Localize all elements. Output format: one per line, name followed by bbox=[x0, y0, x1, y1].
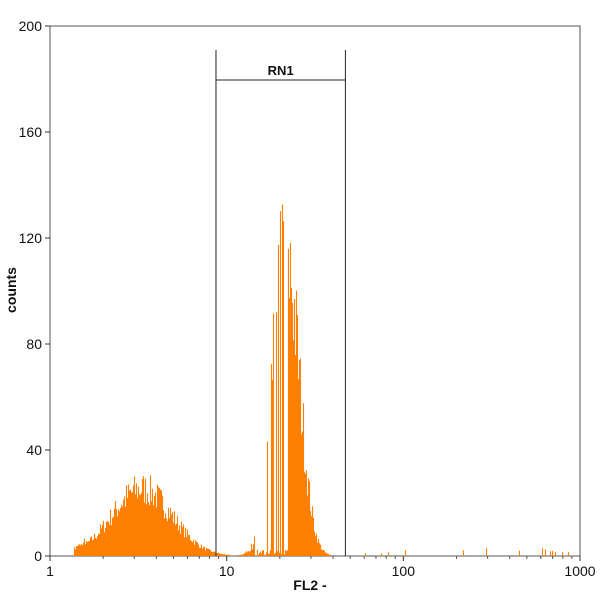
x-axis-label: FL2 - bbox=[293, 577, 327, 593]
y-tick-label: 40 bbox=[26, 442, 42, 458]
gate-markers: RN1 bbox=[215, 50, 346, 556]
x-tick-label: 1000 bbox=[564, 563, 595, 579]
y-tick-label: 80 bbox=[26, 336, 42, 352]
x-axis-ticks: 1 10 100 1000 bbox=[46, 556, 596, 579]
plot-frame bbox=[49, 25, 581, 557]
y-tick-label: 160 bbox=[19, 124, 43, 140]
y-axis-label: counts bbox=[3, 267, 19, 313]
x-tick-label: 1 bbox=[46, 563, 54, 579]
x-tick-label: 10 bbox=[219, 563, 235, 579]
histogram-bars bbox=[73, 204, 570, 556]
histogram-series bbox=[73, 204, 570, 556]
y-tick-label: 200 bbox=[19, 18, 43, 34]
gate-label: RN1 bbox=[268, 63, 294, 78]
y-axis-ticks: 0 40 80 120 160 200 bbox=[19, 18, 50, 564]
x-tick-label: 100 bbox=[392, 563, 416, 579]
y-tick-label: 120 bbox=[19, 230, 43, 246]
y-tick-label: 0 bbox=[34, 548, 42, 564]
